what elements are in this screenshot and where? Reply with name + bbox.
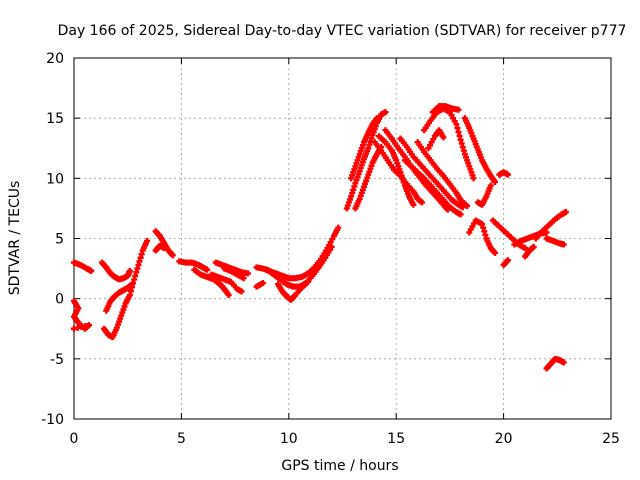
series-arc-16: [348, 115, 380, 182]
y-tick-label: 10: [46, 171, 64, 187]
data-point: [492, 178, 499, 185]
series-arc-22: [401, 157, 464, 218]
series-arc-15: [343, 109, 389, 212]
grid: [74, 58, 611, 419]
data-point: [560, 241, 567, 248]
data-point: [562, 209, 569, 216]
series-arc-14: [253, 280, 267, 290]
x-tick-label: 10: [280, 431, 298, 447]
data-point: [225, 292, 232, 299]
y-tick-labels: -10 -5 0 5 10 15 20: [41, 51, 64, 428]
series-arc-7: [191, 266, 232, 299]
data-point: [530, 243, 537, 250]
data-point: [487, 182, 494, 189]
y-tick-label: 0: [55, 292, 64, 308]
data-point: [410, 201, 417, 208]
x-tick-label: 5: [177, 431, 186, 447]
data-point: [71, 325, 77, 332]
series-arc-27: [461, 115, 499, 185]
data-point: [373, 115, 380, 122]
data-point: [204, 266, 211, 273]
data-point: [328, 243, 335, 250]
data-points: [71, 103, 569, 372]
series-arc-1: [98, 259, 133, 283]
data-point: [560, 359, 567, 366]
series-arc-10: [221, 265, 247, 282]
axis-ticks: [73, 57, 612, 420]
data-point: [440, 134, 447, 141]
series-arc-28: [474, 182, 494, 208]
data-point: [260, 280, 267, 287]
y-axis-label: SDTVAR / TECUs: [7, 181, 23, 296]
y-tick-label: 20: [46, 51, 64, 67]
series-arc-early-lower: [71, 298, 93, 332]
x-tick-labels: 0 5 10 15 20 25: [70, 431, 620, 447]
y-tick-label: 5: [55, 232, 64, 248]
data-point: [244, 270, 251, 277]
series-arc-4: [152, 228, 176, 259]
y-tick-label: 15: [46, 111, 64, 127]
x-axis-label: GPS time / hours: [281, 458, 398, 474]
series-arc-20: [376, 133, 417, 208]
series-arc-34: [522, 243, 537, 260]
x-tick-label: 0: [70, 431, 79, 447]
series-arc-6: [176, 258, 211, 273]
x-tick-label: 15: [387, 431, 405, 447]
y-tick-label: -5: [50, 352, 64, 368]
data-point: [144, 237, 151, 244]
data-point: [464, 203, 471, 210]
series-arc-35: [532, 209, 569, 242]
data-point: [457, 211, 464, 218]
data-point: [335, 224, 342, 231]
data-point: [455, 106, 462, 113]
data-point: [126, 267, 133, 274]
series-arc-30: [496, 169, 511, 178]
data-point: [238, 288, 245, 295]
y-tick-label: -10: [41, 412, 64, 428]
series-arc-9: [208, 271, 245, 295]
data-point: [504, 257, 511, 264]
series-arc-31: [489, 217, 529, 252]
data-point: [169, 252, 176, 259]
series-arc-13: [264, 243, 335, 290]
series-arc-25: [421, 105, 477, 182]
series-arc-3: [103, 281, 135, 314]
series-arc-5: [152, 242, 168, 254]
series-arc-37: [543, 355, 567, 372]
series-arc-26: [425, 127, 447, 152]
series-arc-36: [543, 235, 567, 248]
data-point: [88, 267, 95, 274]
series-arc-32: [500, 257, 511, 268]
data-point: [240, 275, 247, 282]
data-point: [504, 171, 511, 178]
x-tick-label: 25: [602, 431, 620, 447]
data-point: [382, 109, 389, 116]
data-point: [470, 175, 477, 182]
chart-title: Day 166 of 2025, Sidereal Day-to-day VTE…: [58, 23, 627, 39]
series-arc-29: [466, 217, 499, 256]
data-point: [128, 281, 135, 288]
series-arc-21: [397, 135, 466, 211]
data-point: [418, 199, 425, 206]
data-point: [492, 249, 499, 256]
series-arc-early-upper: [71, 259, 95, 274]
data-point: [522, 245, 529, 252]
data-point: [161, 245, 168, 252]
x-tick-label: 20: [495, 431, 513, 447]
series-arc-23: [414, 139, 471, 210]
